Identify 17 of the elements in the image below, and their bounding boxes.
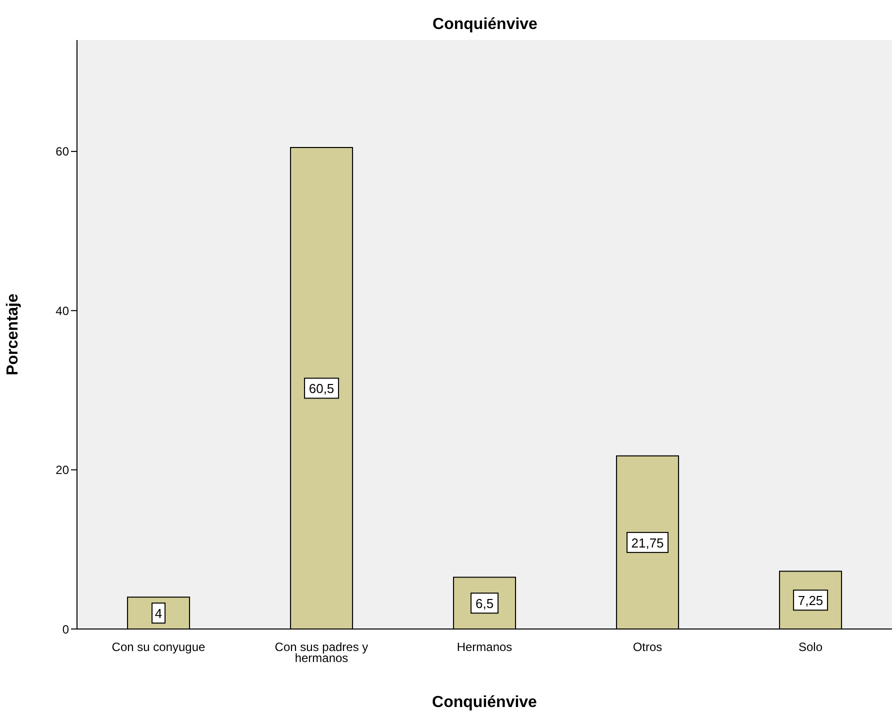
data-label: 60,5 bbox=[308, 381, 334, 396]
chart-title: Conquiénvive bbox=[432, 16, 538, 34]
y-tick-label: 60 bbox=[56, 144, 70, 159]
x-tick-label: Con sus padres y hermanos bbox=[274, 640, 368, 665]
y-tick-label: 20 bbox=[56, 463, 70, 478]
data-label: 7,25 bbox=[798, 593, 824, 608]
data-label: 21,75 bbox=[631, 535, 664, 550]
data-label: 4 bbox=[154, 606, 162, 622]
x-tick-label: Hermanos bbox=[456, 640, 512, 654]
x-tick-label: Otros bbox=[632, 640, 662, 654]
y-tick-label: 0 bbox=[62, 622, 70, 636]
data-label: 6,5 bbox=[475, 596, 494, 612]
y-axis-title: Porcentaje bbox=[4, 293, 22, 376]
x-tick-label: Solo bbox=[798, 640, 823, 654]
x-tick-label: Con su conyugue bbox=[112, 640, 206, 654]
x-axis-title: Conquiénvive bbox=[432, 694, 538, 711]
y-tick-label: 40 bbox=[56, 304, 70, 318]
